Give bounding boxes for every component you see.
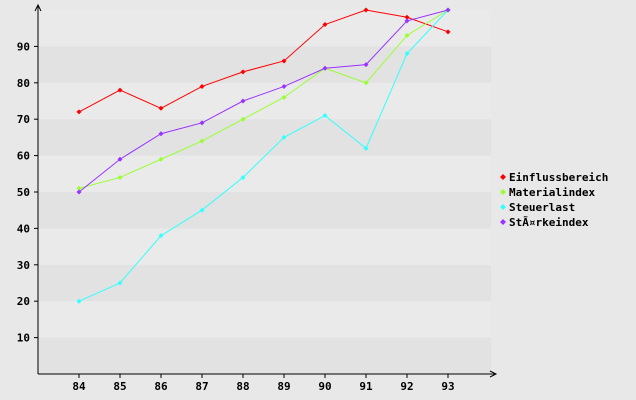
y-axis-arrow [34, 3, 42, 12]
series-line [78, 9, 449, 189]
legend-label: Einflussbereich [509, 171, 608, 184]
data-point [199, 138, 205, 144]
series-group [76, 7, 451, 304]
legend-label: StÃ¤rkeindex [509, 216, 589, 229]
data-point [322, 22, 328, 28]
data-point [117, 87, 123, 93]
y-tick-label: 10 [17, 332, 30, 345]
x-tick-label: 91 [359, 380, 373, 393]
grid-band [38, 228, 491, 265]
data-point [240, 174, 246, 180]
x-tick-label: 88 [236, 380, 249, 393]
y-tick-label: 30 [17, 259, 30, 272]
y-tick-label: 70 [17, 113, 30, 126]
x-tick-label: 84 [72, 380, 86, 393]
x-tick-label: 92 [400, 380, 413, 393]
data-point [363, 7, 369, 13]
data-point [158, 105, 164, 111]
y-tick-label: 90 [17, 40, 30, 53]
x-tick-label: 89 [277, 380, 290, 393]
data-point [281, 83, 287, 89]
y-axis-ticks: 10 20 30 40 50 60 70 80 90 [17, 40, 38, 345]
x-tick-label: 87 [195, 380, 208, 393]
x-tick-label: 93 [441, 380, 454, 393]
legend-marker [500, 219, 506, 225]
grid-band [38, 192, 491, 229]
data-point [240, 116, 246, 122]
data-point [199, 120, 205, 126]
grid-band [38, 46, 491, 83]
data-point [199, 83, 205, 89]
data-point [404, 32, 410, 38]
data-point [240, 69, 246, 75]
grid-bands [38, 10, 491, 374]
data-point [363, 62, 369, 68]
grid-band [38, 82, 491, 120]
x-tick-label: 90 [318, 380, 331, 393]
grid-band [38, 337, 491, 374]
data-point [281, 94, 287, 100]
data-point [158, 156, 164, 162]
legend-label: Materialindex [509, 186, 595, 199]
data-point [404, 18, 410, 24]
data-point [322, 65, 328, 71]
data-point [76, 185, 82, 191]
legend-marker [500, 174, 506, 180]
y-tick-label: 80 [17, 77, 30, 90]
data-point [363, 145, 369, 151]
grid-band [38, 119, 491, 156]
legend-marker [500, 189, 506, 195]
x-axis-ticks: 84 85 86 87 88 89 90 91 92 93 [72, 374, 455, 393]
legend-label: Steuerlast [509, 201, 575, 214]
series-st-rkeindex [76, 7, 451, 195]
data-point [322, 113, 328, 119]
series-line [78, 9, 449, 193]
data-point [76, 109, 82, 115]
y-tick-label: 20 [17, 295, 30, 308]
data-point [76, 298, 82, 304]
data-point [404, 51, 410, 57]
legend: Einflussbereich Materialindex Steuerlast St… [500, 171, 608, 229]
x-tick-label: 85 [113, 380, 126, 393]
data-point [281, 134, 287, 140]
grid-band [38, 301, 491, 338]
data-point [199, 207, 205, 213]
data-point [445, 29, 451, 35]
series-einflussbereich [76, 7, 451, 115]
series-line [78, 9, 449, 302]
data-point [117, 156, 123, 162]
data-point [404, 14, 410, 20]
data-point [117, 174, 123, 180]
data-point [117, 280, 123, 286]
data-point [445, 7, 451, 13]
series-line [78, 9, 449, 113]
data-point [240, 98, 246, 104]
x-tick-label: 86 [154, 380, 168, 393]
y-tick-label: 40 [17, 222, 30, 235]
data-point [76, 189, 82, 195]
grid-band [38, 264, 491, 302]
data-point [158, 233, 164, 239]
data-point [363, 80, 369, 86]
grid-band [38, 10, 491, 47]
legend-marker [500, 204, 506, 210]
axes [34, 3, 498, 378]
y-tick-label: 60 [17, 150, 30, 163]
data-point [158, 131, 164, 137]
grid-band [38, 155, 491, 192]
x-axis-arrow [489, 370, 498, 378]
y-tick-label: 50 [17, 186, 30, 199]
data-point [281, 58, 287, 64]
